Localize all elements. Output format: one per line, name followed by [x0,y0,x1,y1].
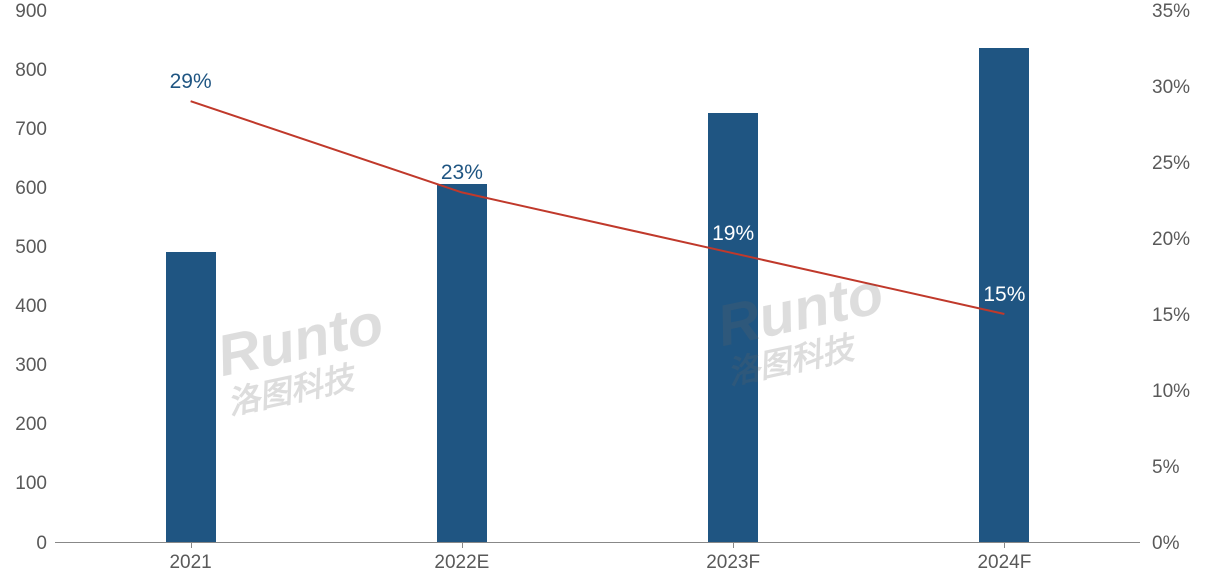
y-left-tick-label: 900 [0,1,47,23]
plot-area: 29% 23% 19% 15% [55,10,1140,542]
y-left-tick-label: 200 [0,414,47,436]
y-left-tick-label: 300 [0,355,47,377]
y-right-tick-label: 30% [1152,77,1190,99]
y-left-tick-label: 500 [0,237,47,259]
line-data-label: 15% [964,283,1044,307]
x-tick [1004,542,1005,548]
y-right-tick-label: 35% [1152,1,1190,23]
x-tick-label: 2024F [869,552,1140,574]
bar [166,252,216,542]
line-data-label: 23% [422,161,502,185]
y-right-tick-label: 15% [1152,305,1190,327]
y-left-tick-label: 0 [0,533,47,555]
bar [708,113,758,542]
y-left-tick-label: 100 [0,473,47,495]
y-left-tick-label: 800 [0,60,47,82]
y-right-tick-label: 5% [1152,457,1179,479]
line-data-label: 19% [693,222,773,246]
x-tick [462,542,463,548]
x-tick [733,542,734,548]
x-axis-baseline [55,542,1140,543]
chart-container: 29% 23% 19% 15% 0 100 200 300 400 500 600 700 800 90… [0,0,1210,584]
y-left-tick-label: 400 [0,296,47,318]
y-right-tick-label: 10% [1152,381,1190,403]
y-right-tick-label: 0% [1152,533,1179,555]
y-right-tick-label: 20% [1152,229,1190,251]
y-right-tick-label: 25% [1152,153,1190,175]
line-data-label: 29% [151,70,231,94]
x-tick-label: 2022E [326,552,597,574]
x-tick-label: 2023F [598,552,869,574]
y-left-tick-label: 700 [0,119,47,141]
y-left-tick-label: 600 [0,178,47,200]
x-tick-label: 2021 [55,552,326,574]
bar [437,184,487,542]
x-tick [191,542,192,548]
